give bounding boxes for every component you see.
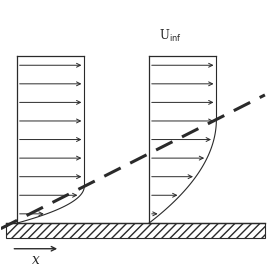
Text: U$_{\mathsf{inf}}$: U$_{\mathsf{inf}}$: [159, 28, 182, 44]
Bar: [6, 223, 265, 238]
Text: x: x: [32, 253, 40, 266]
